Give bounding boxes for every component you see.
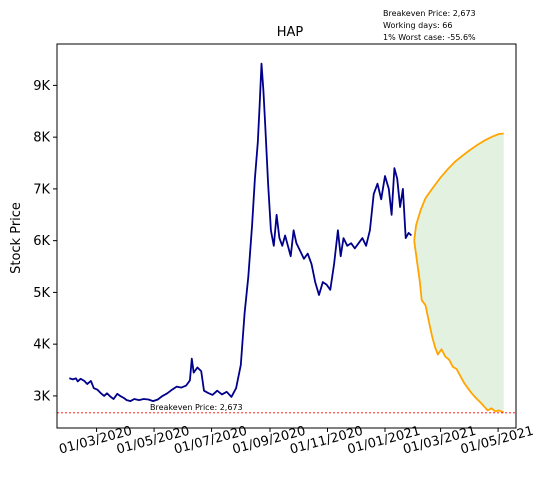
info-line-worst-case: 1% Worst case: -55.6% <box>383 33 476 42</box>
y-tick-label: 6K <box>33 234 50 249</box>
y-tick-label: 5K <box>33 286 50 301</box>
breakeven-label: Breakeven Price: 2,673 <box>150 403 243 412</box>
y-tick-label: 7K <box>33 182 50 197</box>
y-tick-label: 3K <box>33 389 50 404</box>
info-line-working-days: Working days: 66 <box>383 21 452 30</box>
y-tick-label: 9K <box>33 79 50 94</box>
y-tick-label: 4K <box>33 338 50 353</box>
chart-title: HAP <box>277 25 304 40</box>
y-axis-label: Stock Price <box>9 202 24 274</box>
y-tick-label: 8K <box>33 131 50 146</box>
info-line-breakeven: Breakeven Price: 2,673 <box>383 9 476 18</box>
